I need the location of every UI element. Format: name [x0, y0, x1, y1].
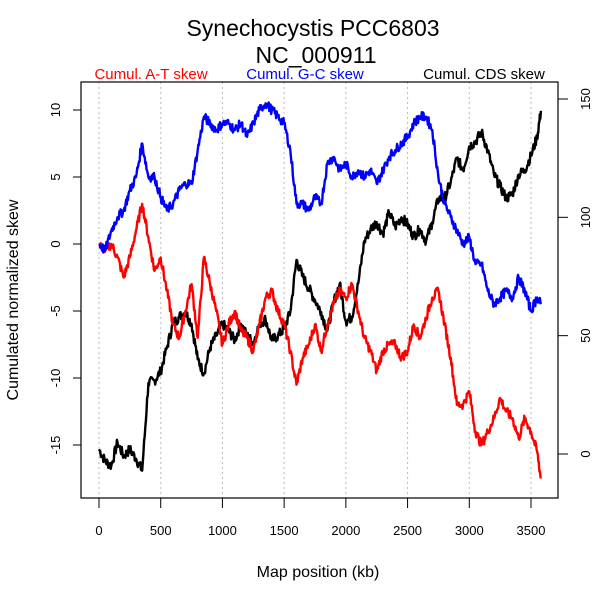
y-left-tick-label: -15 — [48, 436, 63, 455]
chart-subtitle: NC_000911 — [255, 42, 376, 68]
x-tick-label: 0 — [95, 523, 102, 538]
x-axis: 0 500 1000 1500 2000 2500 3000 3500 — [95, 498, 545, 538]
plot-frame — [80, 81, 559, 499]
x-axis-label: Map position (kb) — [257, 564, 380, 581]
series-line-0 — [98, 202, 543, 479]
x-tick-label: 1000 — [208, 523, 237, 538]
y-right-tick-label: 100 — [578, 206, 593, 228]
x-tick-label: 3000 — [455, 523, 484, 538]
grid-lines — [98, 82, 532, 498]
chart-title: Synechocystis PCC6803 — [186, 15, 439, 41]
legend-gc-skew: Cumul. G-C skew — [246, 66, 364, 83]
legend-at-skew: Cumul. A-T skew — [94, 66, 207, 83]
y-right-tick-label: 50 — [578, 328, 593, 342]
series-line-1 — [98, 101, 543, 314]
y-right-tick-label: 150 — [578, 88, 593, 110]
x-tick-label: 1500 — [270, 523, 299, 538]
series-line-2 — [97, 110, 543, 472]
y-right-tick-label: 0 — [578, 450, 593, 457]
y-left-tick-label: 5 — [48, 173, 63, 180]
x-tick-label: 2500 — [393, 523, 422, 538]
y-left-tick-label: 10 — [48, 103, 63, 117]
series-lines — [97, 101, 543, 479]
y-left-tick-label: -5 — [48, 305, 63, 317]
y-left-tick-label: 0 — [48, 240, 63, 247]
legend-cds-skew: Cumul. CDS skew — [423, 66, 545, 83]
y-axis-label: Cumulated normalized skew — [5, 199, 22, 400]
y-axis-left: -15 -10 -5 0 5 10 — [48, 103, 81, 455]
y-left-tick-label: -10 — [48, 369, 63, 388]
x-tick-label: 500 — [150, 523, 172, 538]
y-axis-right: 0 50 100 150 — [558, 88, 593, 458]
x-tick-label: 2000 — [331, 523, 360, 538]
x-tick-label: 3500 — [517, 523, 546, 538]
